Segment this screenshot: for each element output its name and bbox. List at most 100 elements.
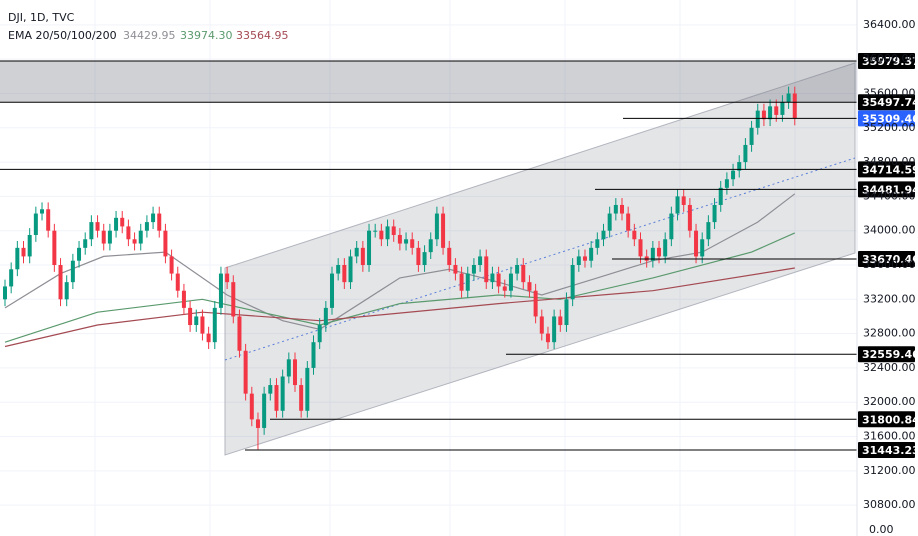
candle-body <box>299 385 304 411</box>
vertical-grid <box>94 0 796 536</box>
candle-body <box>755 110 760 128</box>
candle-body <box>780 102 785 115</box>
level-label-bg <box>858 181 915 198</box>
candle-body <box>712 204 717 223</box>
candle-body <box>743 144 748 163</box>
level-label-bg <box>858 411 915 428</box>
candle-body <box>582 256 587 261</box>
candle-body <box>163 230 168 257</box>
candle-body <box>694 230 699 257</box>
candle-body <box>774 106 779 115</box>
candle-body <box>114 217 119 231</box>
candle-body <box>268 385 273 394</box>
candle-body <box>397 234 402 244</box>
candle-body <box>40 209 45 214</box>
candle-body <box>231 282 236 317</box>
candle-body <box>459 273 464 291</box>
level-label-bg <box>858 94 915 111</box>
candle-body <box>416 247 421 265</box>
level-label: 31800.84 <box>862 413 918 426</box>
level-label: 35497.74 <box>862 96 918 109</box>
level-label: 31443.23 <box>862 444 918 457</box>
candle-body <box>533 290 538 317</box>
candle-body <box>650 247 655 261</box>
candle-body <box>169 256 174 274</box>
candle-body <box>385 226 390 240</box>
candle-body <box>262 393 267 428</box>
candle-body <box>404 239 409 244</box>
level-label-bg <box>858 52 915 69</box>
candle-body <box>552 316 557 343</box>
y-tick-label: 30800.00 <box>863 498 916 511</box>
candle-body <box>200 316 205 334</box>
candle-body <box>317 325 322 343</box>
candle-body <box>280 376 285 411</box>
candle-body <box>601 230 606 240</box>
candle-body <box>490 273 495 283</box>
y-axis: 36400.00 36000.00 35600.00 35200.00 34800.00… <box>863 18 916 511</box>
level-label-bg <box>858 250 915 267</box>
candle-body <box>731 170 736 180</box>
candle-body <box>558 316 563 326</box>
candle-body <box>496 273 501 287</box>
candle-body <box>255 419 260 428</box>
ema-line <box>4 232 796 343</box>
candle-body <box>323 307 328 326</box>
zone <box>0 60 857 103</box>
candle-body <box>453 264 458 274</box>
candle-body <box>663 239 668 257</box>
candle-body <box>225 273 230 283</box>
candle-body <box>410 239 415 248</box>
candle-body <box>434 213 439 240</box>
candle-body <box>391 226 396 235</box>
ema-value: 34429.95 <box>123 29 176 42</box>
candle-body <box>52 230 57 265</box>
grid <box>0 24 857 506</box>
candle-body <box>515 264 520 274</box>
candle-body <box>249 393 254 420</box>
candle-body <box>212 307 217 343</box>
candle-body <box>95 222 100 231</box>
candle-body <box>607 213 612 231</box>
y-tick-label: 34800.00 <box>863 155 916 168</box>
y-tick-label: 31200.00 <box>863 464 916 477</box>
candle-body <box>274 385 279 411</box>
channel-midline <box>224 157 856 361</box>
y-tick-label: 34400.00 <box>863 189 916 202</box>
candle-body <box>144 222 149 231</box>
candle-body <box>539 316 544 334</box>
candle-body <box>687 204 692 231</box>
candle-body <box>181 290 186 308</box>
ema-value: 33974.30 <box>180 29 233 42</box>
y-tick-label: 31600.00 <box>863 430 916 443</box>
candle-body <box>58 264 63 300</box>
candle-body <box>218 273 223 308</box>
y-tick-label: 32400.00 <box>863 361 916 374</box>
candle-body <box>342 264 347 283</box>
candle-body <box>188 307 193 326</box>
indicator-name: EMA 20/50/100/200 <box>8 29 117 42</box>
y-tick-label: 34000.00 <box>863 224 916 237</box>
candle-body <box>447 247 452 265</box>
level-label-bg <box>858 161 915 178</box>
candle-body <box>718 187 723 205</box>
candle-body <box>21 247 26 257</box>
level-label: 33670.46 <box>862 253 918 266</box>
chart-title: DJI, 1D, TVC <box>8 11 75 24</box>
candle-body <box>564 299 569 326</box>
candle-body <box>237 316 242 351</box>
candle-body <box>354 247 359 257</box>
y-tick-label: 33200.00 <box>863 292 916 305</box>
candle-body <box>595 239 600 248</box>
level-label: 35979.37 <box>862 55 918 68</box>
candle-body <box>527 282 532 291</box>
candle-body <box>768 106 773 120</box>
candle-body <box>620 204 624 214</box>
candle-body <box>422 252 427 265</box>
candle-body <box>101 230 106 244</box>
level-label: 32559.46 <box>862 348 918 361</box>
candle-body <box>471 264 476 274</box>
candle-body <box>613 204 618 214</box>
candle-body <box>632 230 637 240</box>
